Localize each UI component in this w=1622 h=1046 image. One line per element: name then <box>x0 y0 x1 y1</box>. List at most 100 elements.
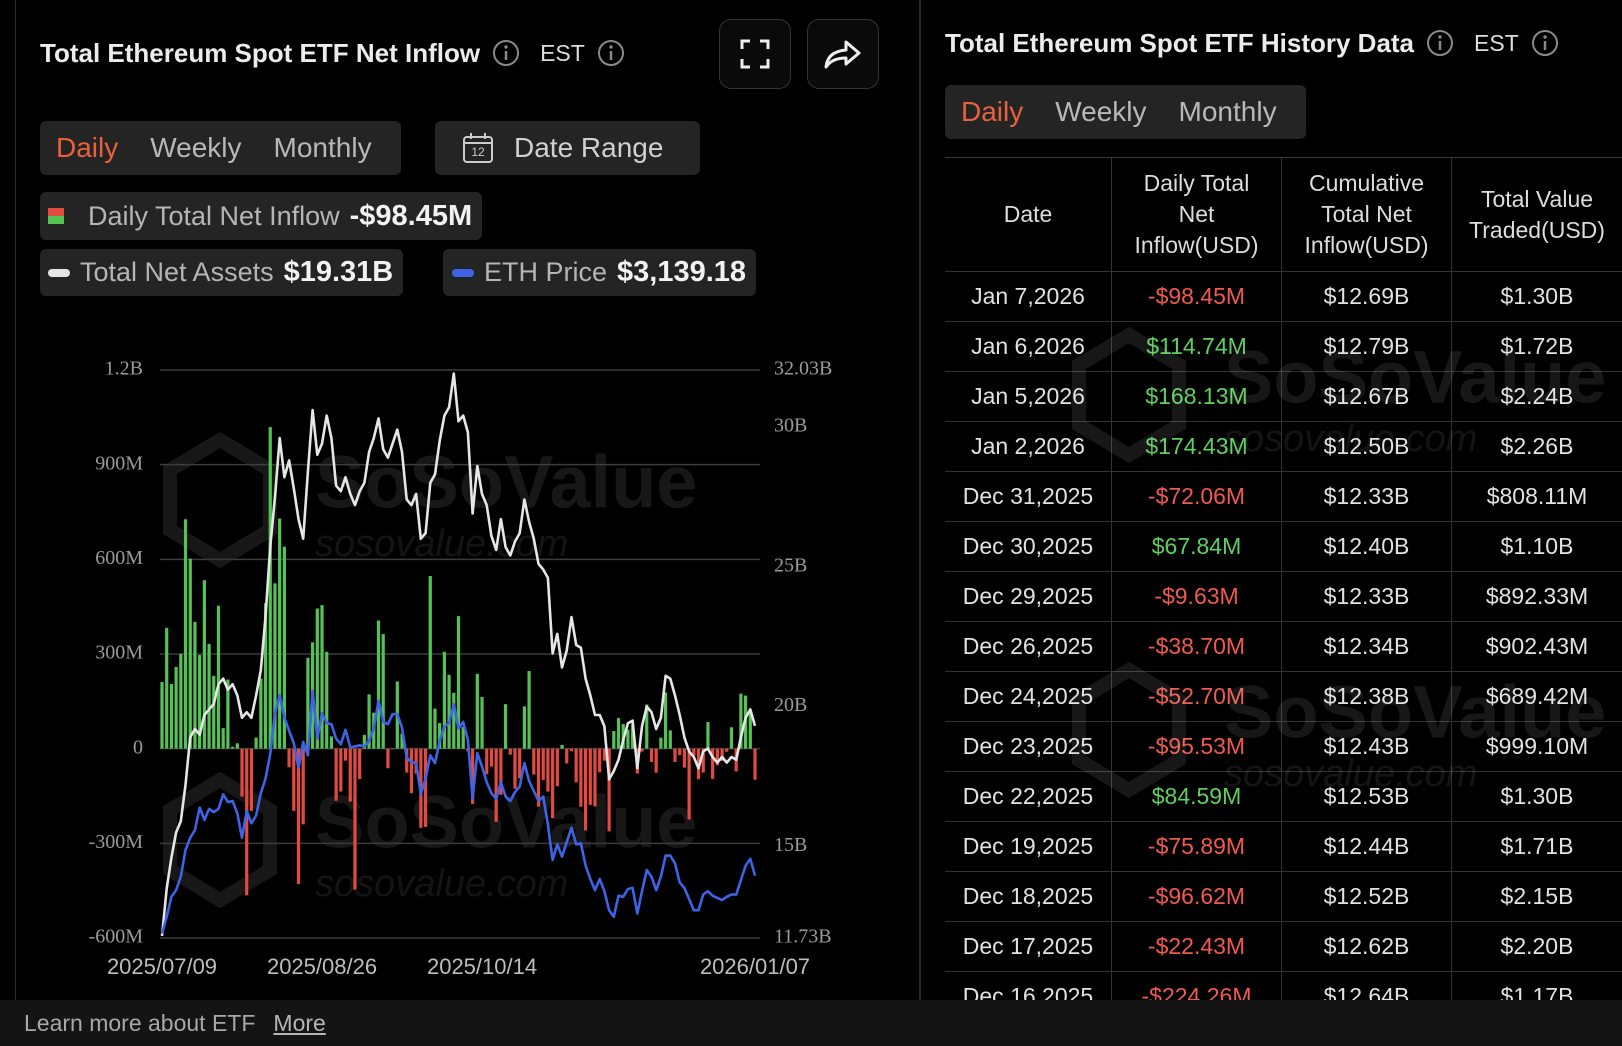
bar <box>607 748 611 832</box>
bar <box>249 748 254 811</box>
bar <box>273 583 277 749</box>
info-icon[interactable] <box>1426 29 1454 57</box>
bar <box>343 748 348 761</box>
header-line: Date <box>1003 201 1053 227</box>
legend-label: Daily Total Net Inflow <box>88 200 340 231</box>
x-tick-label: 2025/07/09 <box>107 954 217 979</box>
table-cell: Dec 18,2025 <box>945 872 1112 922</box>
table-cell: $2.26B <box>1452 422 1622 472</box>
bar <box>414 748 418 774</box>
bar <box>711 748 715 779</box>
fullscreen-button[interactable] <box>719 19 791 89</box>
share-button[interactable] <box>807 19 879 89</box>
table-cell: $12.38B <box>1282 672 1452 722</box>
bar <box>254 737 258 749</box>
bar <box>583 748 588 831</box>
bar <box>480 696 484 749</box>
y2-tick-label: 15B <box>774 834 807 856</box>
bar <box>240 748 244 797</box>
bar <box>626 729 630 749</box>
table-cell: $12.53B <box>1282 772 1452 822</box>
x-tick-label: 2025/08/26 <box>267 954 377 979</box>
table-cell: $174.43M <box>1112 422 1282 472</box>
tab-bar: Daily Weekly Monthly <box>945 85 1306 139</box>
bar <box>546 748 550 792</box>
table-cell: $12.79B <box>1282 322 1452 372</box>
bar <box>287 748 291 768</box>
bar <box>668 730 672 749</box>
header-line: Inflow(USD) <box>1134 232 1259 258</box>
bar <box>565 748 569 764</box>
tab[interactable]: Monthly <box>1178 96 1277 127</box>
tab[interactable]: Monthly <box>273 132 372 163</box>
bar <box>503 704 508 749</box>
info-icon[interactable] <box>1531 29 1559 57</box>
bar <box>663 692 668 749</box>
bar <box>358 748 362 779</box>
table-cell: -$224.26M <box>1112 972 1282 1001</box>
bar <box>339 748 343 792</box>
tab[interactable]: Daily <box>56 132 119 163</box>
bar <box>588 748 592 805</box>
tab[interactable]: Weekly <box>150 132 242 163</box>
bar <box>428 576 432 749</box>
bar <box>376 620 381 749</box>
header-line: Traded(USD) <box>1469 216 1605 243</box>
bar <box>602 748 606 761</box>
table-cell: Jan 5,2026 <box>945 372 1112 422</box>
chart: SoSoValuesosovalue.comSoSoValuesosovalue… <box>89 358 833 979</box>
bar <box>569 748 574 752</box>
date-range-button[interactable]: 12 Date Range <box>435 121 700 175</box>
bar <box>367 694 371 749</box>
tab[interactable]: Daily <box>961 96 1024 127</box>
bar <box>649 748 654 762</box>
table-cell: $114.74M <box>1112 322 1282 372</box>
bar <box>631 724 635 749</box>
footer-link[interactable]: More <box>273 1009 326 1036</box>
table-cell: -$98.45M <box>1112 272 1282 322</box>
bar <box>207 643 211 749</box>
x-tick-label: 2026/01/07 <box>700 954 810 979</box>
bar <box>381 634 385 749</box>
table-cell: -$52.70M <box>1112 672 1282 722</box>
watermark-brand: SoSoValue <box>315 781 697 864</box>
bar <box>720 748 724 761</box>
bar <box>198 654 202 749</box>
bar <box>193 621 197 749</box>
bar <box>471 748 475 804</box>
info-icon[interactable] <box>492 39 520 67</box>
bar <box>405 748 409 773</box>
bar <box>160 682 164 749</box>
bar <box>612 730 616 749</box>
history-table: Date Daily Total Net Inflow(USD) Cumulative T… <box>945 158 1622 1001</box>
bar <box>391 748 395 750</box>
table-cell: $808.11M <box>1452 472 1622 522</box>
table-cell: -$95.53M <box>1112 722 1282 772</box>
calendar-day: 12 <box>471 145 485 159</box>
bar <box>325 651 329 749</box>
tab[interactable]: Weekly <box>1055 96 1147 127</box>
bar <box>522 706 526 749</box>
y2-tick-label: 20B <box>774 694 807 716</box>
bar <box>499 748 503 795</box>
header-line: Daily Total <box>1143 170 1250 196</box>
table-cell: -$75.89M <box>1112 822 1282 872</box>
bar <box>706 721 710 749</box>
legend-swatch <box>48 268 70 277</box>
y2-tick-label: 25B <box>774 554 807 576</box>
legend-item: ETH Price $3,139.18 <box>443 249 757 296</box>
bar <box>165 627 169 749</box>
info-icon[interactable] <box>597 39 625 67</box>
bar <box>174 666 178 749</box>
bar <box>593 748 597 807</box>
bar <box>433 708 437 749</box>
y-tick-label: 900M <box>95 452 143 474</box>
bar <box>701 748 705 773</box>
table-cell: $84.59M <box>1112 772 1282 822</box>
bar <box>409 748 414 794</box>
bar <box>682 748 687 768</box>
watermark-brand: SoSoValue <box>315 441 697 524</box>
watermark-url: sosovalue.com <box>315 863 568 905</box>
